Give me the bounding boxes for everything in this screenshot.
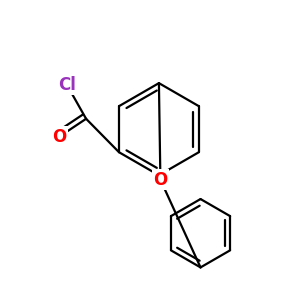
- Text: Cl: Cl: [58, 76, 76, 94]
- Text: O: O: [52, 128, 67, 146]
- Text: O: O: [153, 171, 167, 189]
